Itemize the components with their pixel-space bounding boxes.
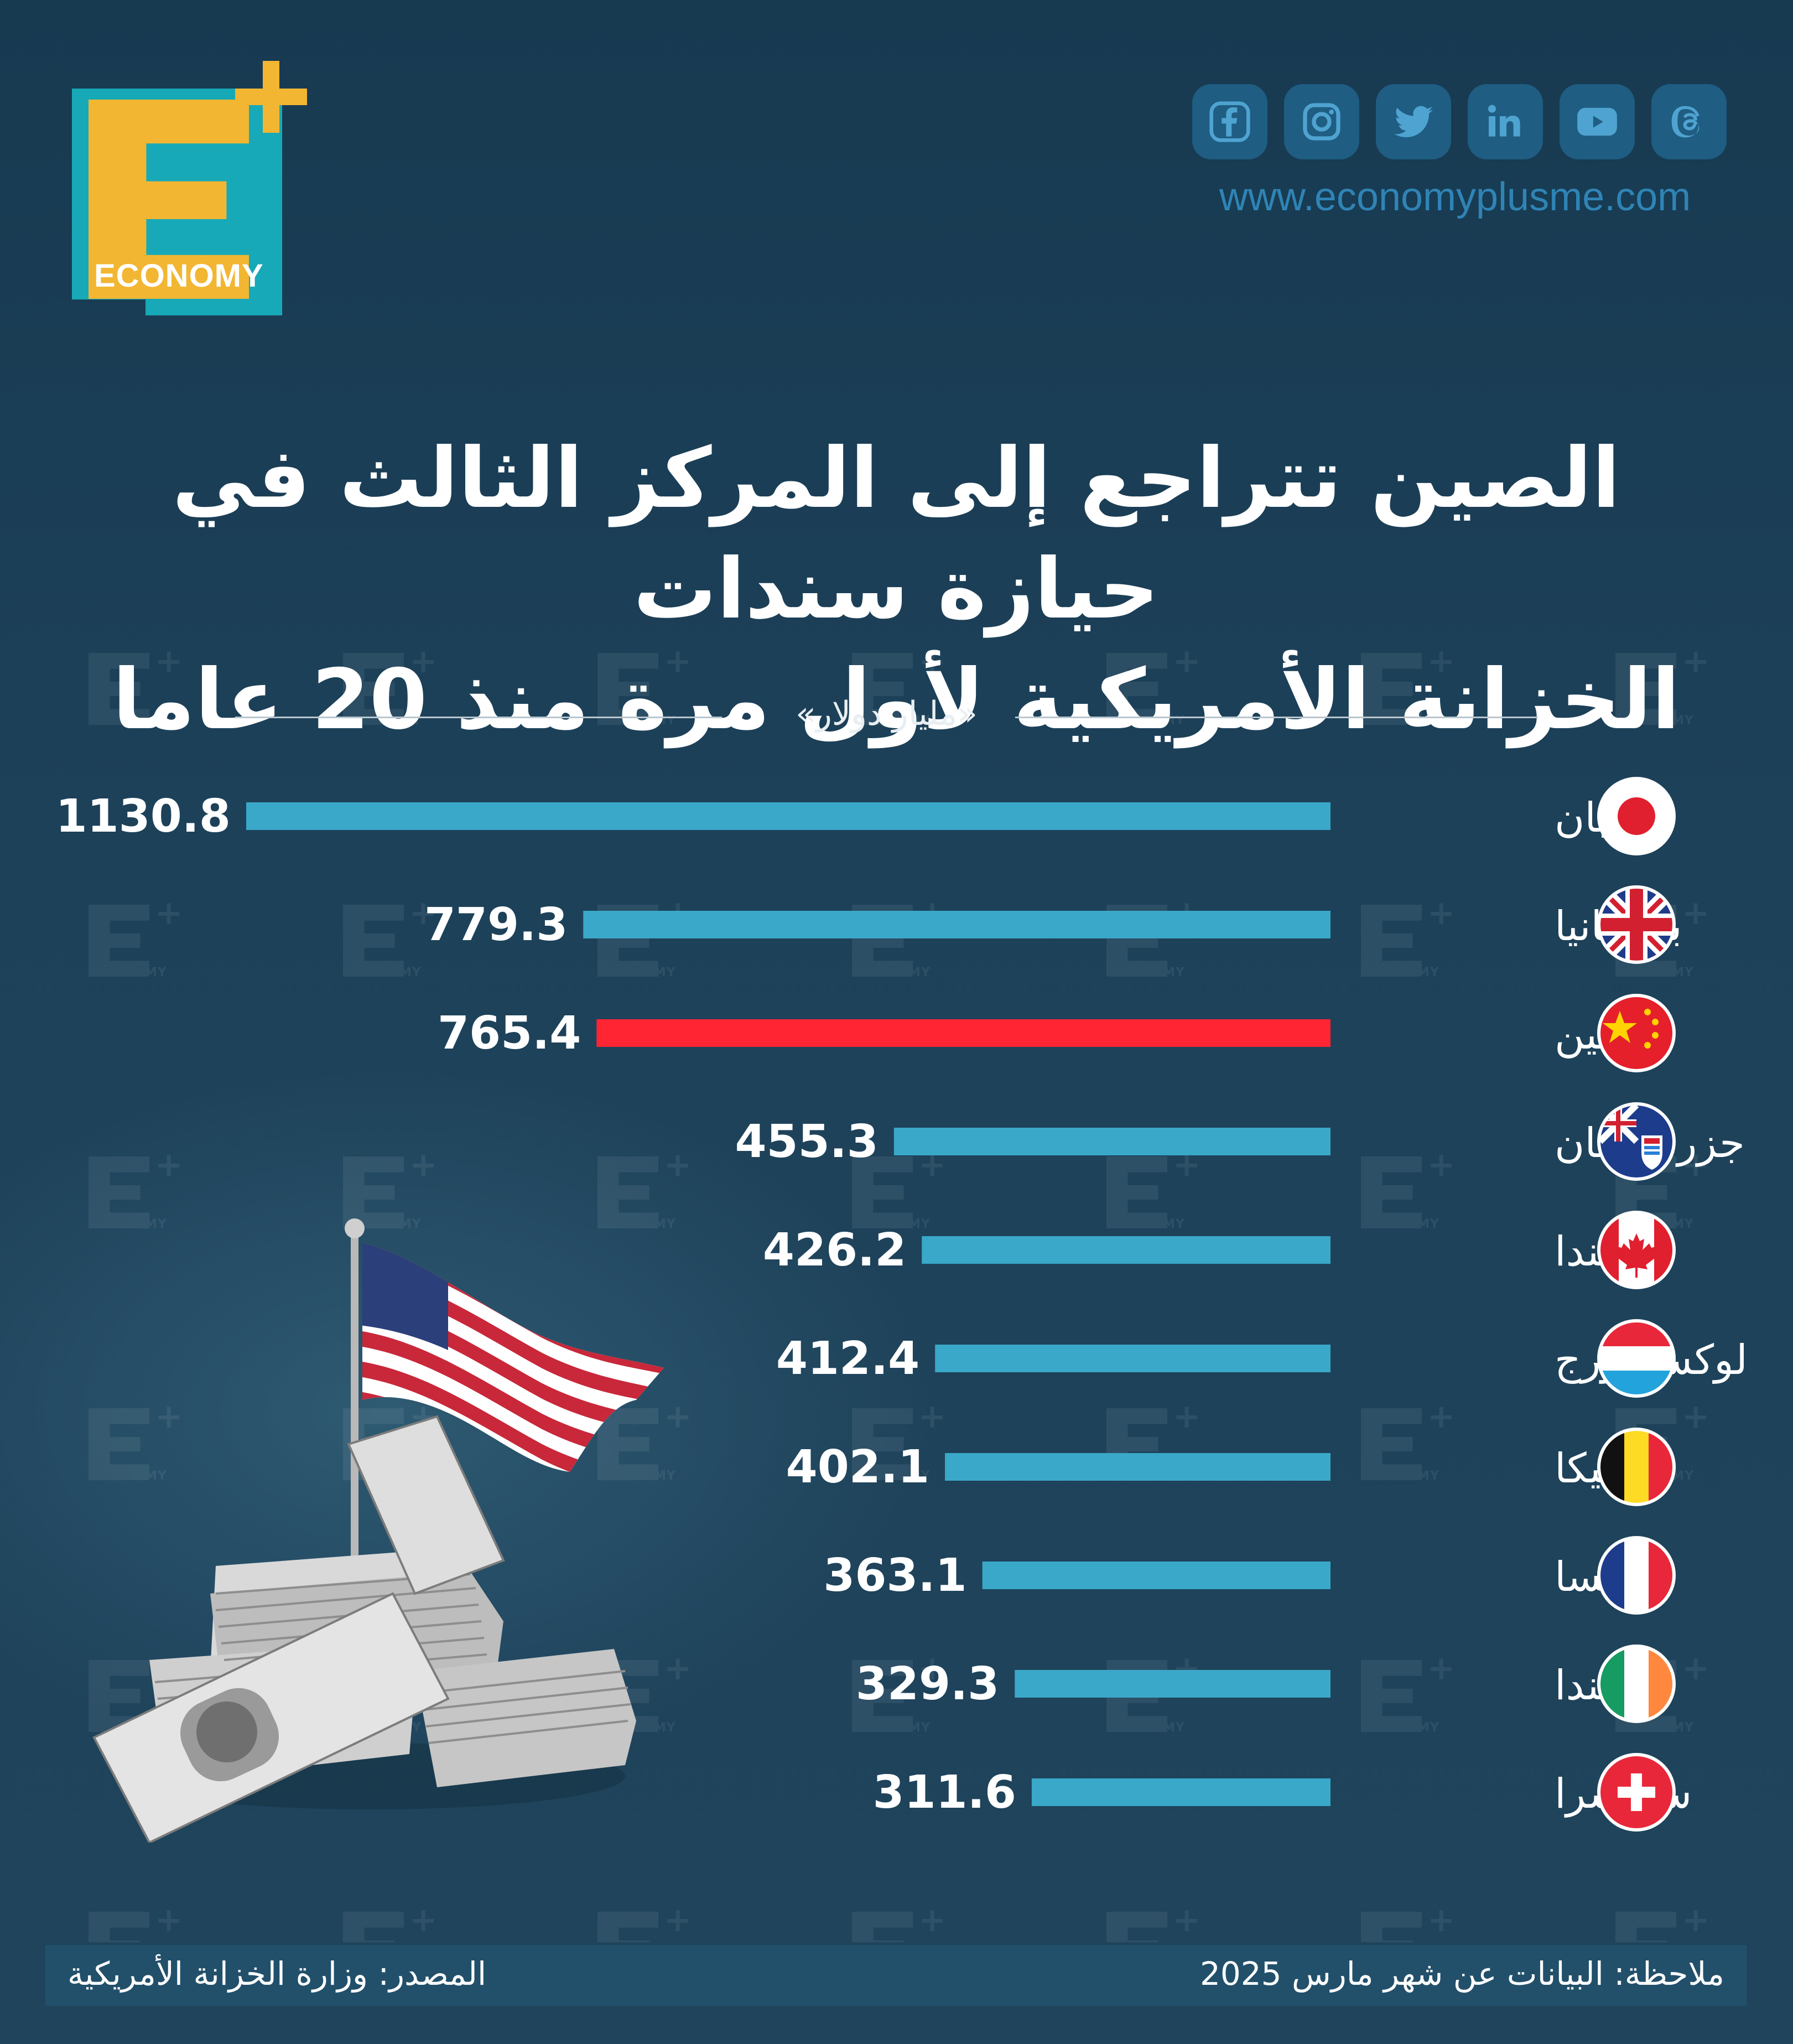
title-line-1: الصين تتراجع إلى المركز الثالث في حيازة … bbox=[172, 430, 1620, 637]
watermark-logo: +ECONOMY bbox=[343, 642, 437, 730]
watermark-logo: +ECONOMY bbox=[1615, 1901, 1709, 1942]
france-flag bbox=[1597, 1536, 1676, 1615]
bar bbox=[583, 911, 1331, 938]
plus-icon bbox=[235, 61, 307, 133]
value-label: 779.3 bbox=[424, 899, 568, 951]
watermark-logo: +ECONOMY bbox=[852, 1901, 946, 1942]
instagram-icon[interactable] bbox=[1284, 84, 1359, 159]
value-label: 765.4 bbox=[438, 1007, 581, 1060]
social-icons bbox=[1192, 84, 1727, 159]
ireland-flag bbox=[1597, 1644, 1676, 1723]
bar bbox=[922, 1236, 1331, 1264]
watermark-logo: +ECONOMY bbox=[343, 894, 437, 982]
bar bbox=[982, 1561, 1331, 1589]
unit-row: «مليار دولار» bbox=[235, 694, 1538, 739]
watermark-logo: +ECONOMY bbox=[89, 894, 183, 982]
watermark-logo: +ECONOMY bbox=[852, 1397, 946, 1486]
switzerland-flag bbox=[1597, 1753, 1676, 1832]
watermark-logo: +ECONOMY bbox=[1361, 1397, 1455, 1486]
belgium-flag bbox=[1597, 1428, 1676, 1506]
watermark-logo: +ECONOMY bbox=[597, 1901, 692, 1942]
watermark-logo: +ECONOMY bbox=[1615, 642, 1709, 730]
uk-flag bbox=[1597, 885, 1676, 964]
watermark-logo: +ECONOMY bbox=[1361, 894, 1455, 982]
watermark-logo: +ECONOMY bbox=[89, 1901, 183, 1942]
logo-text: ECONOMY bbox=[94, 258, 264, 294]
watermark-logo: +ECONOMY bbox=[1361, 1649, 1455, 1737]
economy-logo[interactable]: ECONOMY bbox=[55, 61, 310, 321]
watermark-logo: +ECONOMY bbox=[1361, 1901, 1455, 1942]
value-label: 363.1 bbox=[823, 1549, 966, 1602]
canada-flag bbox=[1597, 1211, 1676, 1289]
watermark-logo: +ECONOMY bbox=[1106, 642, 1200, 730]
watermark-logo: +ECONOMY bbox=[597, 642, 692, 730]
threads-icon[interactable] bbox=[1651, 84, 1727, 159]
watermark-logo: +ECONOMY bbox=[852, 1145, 946, 1234]
facebook-icon[interactable] bbox=[1192, 84, 1267, 159]
bar bbox=[935, 1345, 1331, 1372]
unit-divider-right bbox=[1015, 717, 1538, 718]
bar bbox=[246, 802, 1331, 830]
footer-source: المصدر: وزارة الخزانة الأمريكية bbox=[67, 1955, 487, 1993]
watermark-logo: +ECONOMY bbox=[1361, 1145, 1455, 1234]
value-label: 455.3 bbox=[735, 1116, 878, 1168]
value-label: 329.3 bbox=[856, 1658, 999, 1710]
watermark-logo: +ECONOMY bbox=[89, 1145, 183, 1234]
luxembourg-flag bbox=[1597, 1319, 1676, 1398]
title-line-2: الخزانة الأمريكية لأول مرة منذ 20 عاما bbox=[112, 652, 1680, 748]
watermark-logo: +ECONOMY bbox=[89, 1397, 183, 1486]
footer-note: ملاحظة: البيانات عن شهر مارس 2025 bbox=[1199, 1955, 1724, 1993]
watermark-logo: +ECONOMY bbox=[343, 1145, 437, 1234]
japan-flag bbox=[1597, 777, 1676, 855]
value-label: 402.1 bbox=[786, 1441, 929, 1493]
unit-divider-left bbox=[235, 717, 722, 718]
bar bbox=[945, 1453, 1331, 1481]
bar bbox=[1015, 1670, 1331, 1698]
footer-bar: ملاحظة: البيانات عن شهر مارس 2025 المصدر… bbox=[45, 1945, 1747, 2006]
value-label: 412.4 bbox=[776, 1332, 919, 1385]
bar bbox=[893, 1128, 1331, 1155]
watermark-logo: +ECONOMY bbox=[1361, 642, 1455, 730]
watermark-logo: +ECONOMY bbox=[852, 642, 946, 730]
twitter-icon[interactable] bbox=[1376, 84, 1451, 159]
value-label: 311.6 bbox=[873, 1766, 1016, 1819]
youtube-icon[interactable] bbox=[1560, 84, 1635, 159]
china-flag bbox=[1597, 994, 1676, 1072]
money-flag-illustration bbox=[92, 1218, 664, 1843]
watermark-logo: +ECONOMY bbox=[343, 1901, 437, 1942]
bar bbox=[1031, 1778, 1331, 1806]
watermark-logo: +ECONOMY bbox=[597, 1145, 692, 1234]
unit-label: «مليار دولار» bbox=[796, 694, 978, 733]
page-title: الصين تتراجع إلى المركز الثالث في حيازة … bbox=[66, 423, 1726, 755]
cayman-flag bbox=[1597, 1102, 1676, 1181]
watermark-logo: +ECONOMY bbox=[89, 642, 183, 730]
bar bbox=[596, 1019, 1331, 1047]
value-label: 426.2 bbox=[763, 1224, 906, 1277]
linkedin-icon[interactable] bbox=[1468, 84, 1543, 159]
value-label: 1130.8 bbox=[56, 790, 231, 843]
watermark-logo: +ECONOMY bbox=[1106, 1901, 1200, 1942]
watermark-logo: +ECONOMY bbox=[852, 1649, 946, 1737]
website-url[interactable]: www.economyplusme.com bbox=[1219, 175, 1691, 219]
watermark-logo: +ECONOMY bbox=[597, 1397, 692, 1486]
